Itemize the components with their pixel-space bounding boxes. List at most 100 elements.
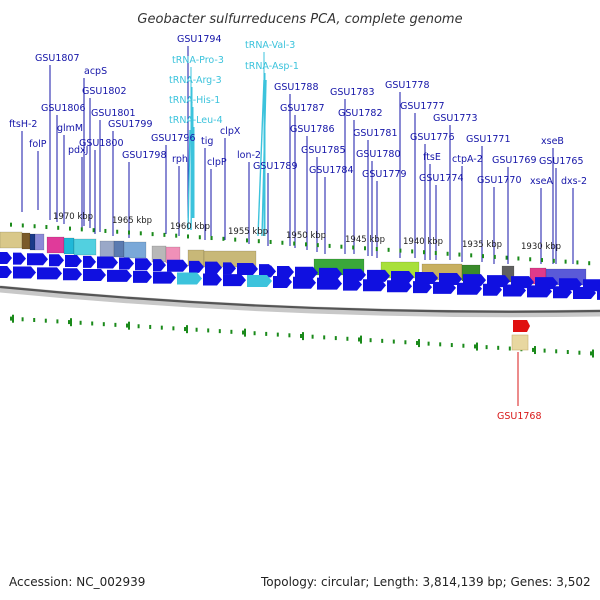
- scale-ticks-bottom: [10, 314, 594, 358]
- cds-arrow: [107, 269, 132, 282]
- tick-mark: [485, 345, 488, 350]
- tick-mark: [242, 330, 244, 335]
- tick-mark-major: [128, 321, 130, 330]
- cds-arrow: [49, 254, 64, 267]
- cds-arrow: [457, 282, 482, 295]
- trna-leader-line: [261, 79, 267, 237]
- tick-mark: [102, 322, 105, 327]
- gene-label: GSU1801: [91, 108, 136, 119]
- gene-label: tRNA-Asp-1: [245, 61, 299, 72]
- tick-mark: [364, 246, 366, 251]
- gene-label: tRNA-Arg-3: [169, 75, 222, 86]
- cds-arrow: [262, 265, 276, 278]
- tick-mark: [160, 325, 163, 330]
- trna-leader-line: [190, 129, 194, 231]
- tick-mark: [381, 338, 384, 343]
- tick-mark: [10, 316, 12, 321]
- tick-mark: [175, 233, 178, 238]
- tick-mark: [163, 232, 166, 237]
- cds-arrow: [387, 280, 412, 293]
- tick-mark: [392, 339, 395, 344]
- highlighted-feature: [511, 320, 530, 406]
- tick-mark: [462, 343, 465, 348]
- tick-mark: [257, 239, 260, 244]
- tick-mark: [104, 228, 107, 233]
- tick-mark: [423, 250, 425, 255]
- tick-mark-major: [534, 346, 536, 355]
- feature-box: [29, 233, 36, 251]
- tick-mark: [311, 334, 314, 339]
- highlighted-gene-box: [511, 334, 529, 351]
- gene-label: GSU1784: [309, 165, 354, 176]
- tick-mark: [69, 226, 71, 231]
- tick-mark-major: [12, 314, 14, 323]
- tick-mark: [458, 252, 461, 257]
- tick-mark: [276, 332, 279, 337]
- cds-arrow: [205, 261, 222, 274]
- cds-arrow: [391, 270, 414, 283]
- cds-arrow: [343, 278, 362, 291]
- tick-mark: [210, 236, 213, 241]
- gene-label: GSU1806: [41, 103, 86, 114]
- cds-arrow: [203, 273, 222, 286]
- cds-arrow: [177, 272, 202, 285]
- scale-label: 1970 kbp: [53, 212, 93, 222]
- cds-arrow: [153, 271, 176, 284]
- gene-label: rph: [172, 154, 188, 165]
- cds-arrow: [83, 255, 96, 268]
- genome-backbone-line: [0, 285, 600, 313]
- scale-label: 1940 kbp: [403, 237, 443, 247]
- tick-mark: [482, 254, 484, 259]
- cds-arrow: [135, 258, 152, 271]
- tick-mark: [529, 257, 532, 262]
- tick-mark: [281, 240, 284, 245]
- gene-label: GSU1785: [301, 145, 346, 156]
- cds-arrow: [223, 274, 246, 287]
- tick-mark: [92, 228, 95, 233]
- tick-mark: [305, 242, 307, 247]
- cds-arrow: [37, 267, 62, 280]
- tick-mark: [340, 244, 343, 249]
- cds-arrow: [597, 287, 600, 300]
- cds-arrow: [27, 253, 48, 266]
- feature-box: [123, 241, 147, 259]
- tick-mark: [532, 347, 534, 352]
- gene-label: GSU1779: [362, 169, 407, 180]
- gene-label: acpS: [84, 66, 107, 77]
- tick-mark: [411, 249, 414, 254]
- cds-arrow: [573, 287, 596, 300]
- cds-arrow: [189, 260, 204, 273]
- tick-mark: [323, 335, 326, 340]
- scale-label: 1930 kbp: [521, 242, 561, 252]
- gene-label: GSU1802: [82, 86, 127, 97]
- tick-mark: [416, 340, 418, 345]
- tick-mark: [375, 247, 378, 252]
- gene-label: folP: [29, 139, 47, 150]
- tick-mark: [45, 225, 48, 230]
- cds-arrow: [415, 271, 438, 284]
- gene-label: xseB: [541, 136, 564, 147]
- genome-backbone: [0, 285, 600, 318]
- tick-mark-major: [244, 328, 246, 337]
- tick-mark: [543, 348, 546, 353]
- feature-box: [21, 232, 31, 250]
- gene-label: GSU1778: [385, 80, 430, 91]
- tick-mark: [33, 224, 36, 229]
- feature-box: [46, 236, 65, 254]
- cds-arrow: [553, 286, 572, 299]
- tick-mark: [234, 237, 237, 242]
- tick-mark: [576, 260, 579, 265]
- cds-arrow: [317, 277, 342, 290]
- tick-mark: [172, 326, 175, 331]
- cds-arrow: [363, 279, 386, 292]
- cds-arrow: [0, 266, 12, 278]
- feature-box: [0, 231, 23, 249]
- tick-mark: [269, 239, 272, 244]
- tick-mark: [541, 258, 543, 263]
- scale-label: 1950 kbp: [286, 231, 326, 241]
- scale-label: 1945 kbp: [345, 235, 385, 245]
- tick-mark: [493, 254, 496, 259]
- cds-arrow: [237, 263, 258, 276]
- tick-mark: [10, 222, 12, 227]
- tick-mark: [195, 327, 198, 332]
